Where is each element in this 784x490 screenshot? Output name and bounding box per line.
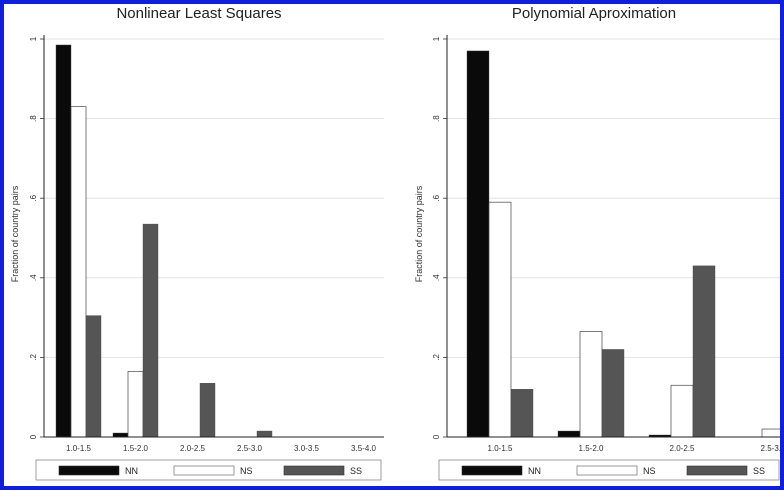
panel-2-ylabel: Fraction of country pairs: [414, 185, 424, 282]
y-tick-label: .2: [432, 354, 441, 361]
bar-ss: [510, 389, 534, 438]
panel-1-legend-swatch-ss: [283, 465, 345, 476]
y-tick-label: 1: [432, 36, 441, 41]
panel-1-legend-label-ns: NS: [240, 466, 253, 476]
panel-1-ylabel: Fraction of country pairs: [10, 185, 20, 282]
panel-2-legend-swatch-ss: [686, 465, 748, 476]
bar-ss: [85, 315, 102, 438]
panel-2-axes: [446, 35, 780, 438]
x-tick-label: 3.5-4.0: [351, 444, 376, 453]
panel-2: Polynomial Aproximation Fraction of coun…: [414, 5, 780, 481]
panel-2-legend-label-ns: NS: [643, 466, 656, 476]
bar-ss: [142, 223, 159, 438]
bar-ns: [70, 106, 87, 438]
panel-1-legend-swatch-ns: [173, 465, 235, 476]
y-tick-label: .2: [29, 354, 38, 361]
y-tick-label: .8: [432, 115, 441, 122]
y-tick-label: .4: [29, 274, 38, 281]
bar-ns: [127, 370, 144, 438]
panel-2-bars: [466, 50, 780, 438]
x-tick-label: 2.5-3.0: [761, 444, 780, 453]
bar-ns: [761, 428, 780, 438]
x-tick-label: 1.0-1.5: [66, 444, 91, 453]
bar-ns: [579, 331, 603, 438]
y-tick-label: 0: [432, 434, 441, 439]
y-tick-label: .4: [432, 274, 441, 281]
panel-1-y-ticks: 0 .2 .4 .6 .8 1: [29, 36, 44, 439]
y-tick-label: 0: [29, 434, 38, 439]
bar-ss: [199, 383, 216, 438]
y-tick-label: 1: [29, 36, 38, 41]
panel-1: Nonlinear Least Squares Fraction of coun…: [10, 5, 384, 481]
bar-ss: [692, 265, 716, 438]
bar-ns: [488, 201, 512, 438]
panel-1-axes: [43, 35, 384, 438]
bar-nn: [557, 430, 581, 438]
figure-svg: Nonlinear Least Squares Fraction of coun…: [10, 5, 780, 481]
panel-2-legend-label-nn: NN: [528, 466, 541, 476]
bar-nn: [112, 432, 129, 438]
y-tick-label: .6: [29, 194, 38, 201]
panel-1-legend-label-ss: SS: [350, 466, 362, 476]
panel-1-x-ticks: 1.0-1.5 1.5-2.0 2.0-2.5 2.5-3.0 3.0-3.5 3.5-4…: [66, 444, 376, 453]
panel-1-bars: [55, 44, 273, 438]
x-tick-label: 3.0-3.5: [294, 444, 319, 453]
x-tick-label: 2.5-3.0: [237, 444, 262, 453]
panel-1-legend: NN NS SS: [35, 459, 382, 481]
panel-2-legend-label-ss: SS: [753, 466, 765, 476]
panel-2-y-ticks: 0 .2 .4 .6 .8 1: [432, 36, 447, 439]
panel-1-gridlines: [44, 38, 384, 358]
y-tick-label: .8: [29, 115, 38, 122]
panel-1-title: Nonlinear Least Squares: [116, 5, 281, 22]
panel-2-legend: NN NS SS: [438, 459, 780, 481]
x-tick-label: 1.5-2.0: [579, 444, 604, 453]
panel-1-legend-label-nn: NN: [125, 466, 138, 476]
panel-2-legend-swatch-nn: [461, 465, 523, 476]
panel-2-legend-swatch-ns: [576, 465, 638, 476]
bar-ns: [670, 384, 694, 438]
bar-ss: [256, 430, 273, 438]
x-tick-label: 2.0-2.5: [670, 444, 695, 453]
x-tick-label: 1.5-2.0: [123, 444, 148, 453]
x-tick-label: 1.0-1.5: [488, 444, 513, 453]
panel-2-x-ticks: 1.0-1.5 1.5-2.0 2.0-2.5 2.5-3.0: [488, 444, 780, 453]
bar-nn: [466, 50, 490, 438]
bar-ss: [601, 349, 625, 438]
panel-1-legend-swatch-nn: [58, 465, 120, 476]
bar-nn: [55, 44, 72, 438]
x-tick-label: 2.0-2.5: [180, 444, 205, 453]
panel-2-title: Polynomial Aproximation: [512, 5, 676, 22]
y-tick-label: .6: [432, 194, 441, 201]
